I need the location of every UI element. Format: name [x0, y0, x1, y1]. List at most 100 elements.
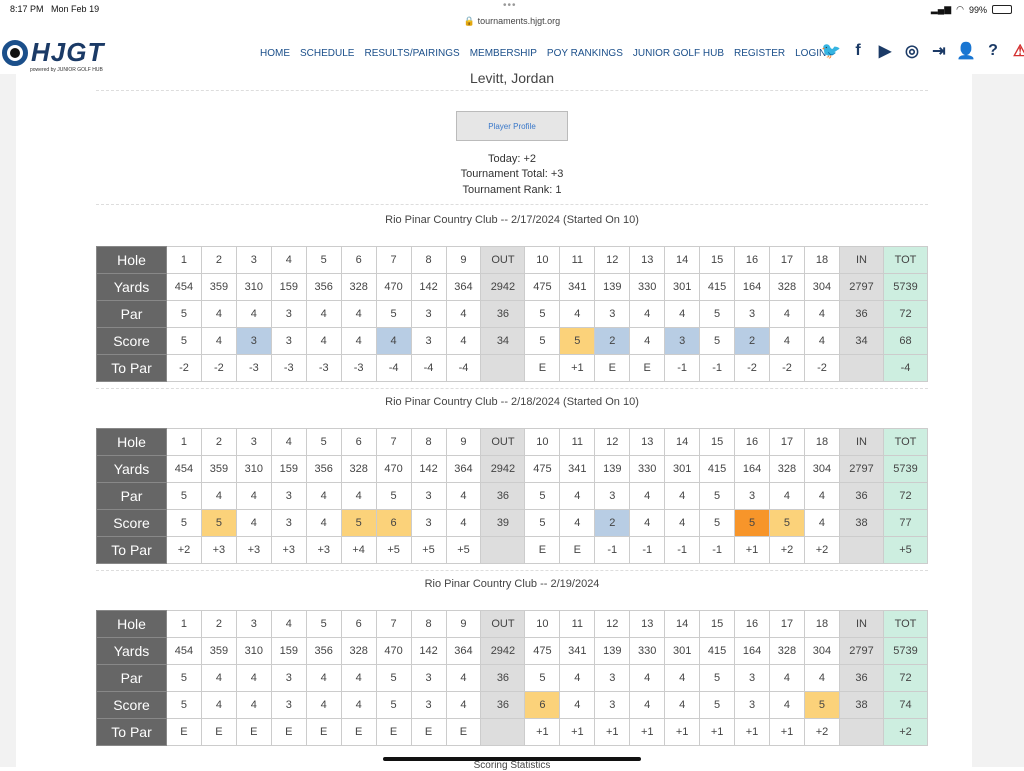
score-cell: 328: [340, 455, 377, 483]
add-user-icon[interactable]: 👤: [956, 43, 976, 60]
nav-item-home[interactable]: HOME: [260, 48, 290, 59]
score-cell: 74: [883, 691, 928, 719]
score-cell: 10: [524, 246, 561, 274]
scorecard-table: Hole 1 2 3 4 5 6 7 8 9 OUT 10 11 12 13 14 15 16 17 18 IN TOT Y…: [96, 246, 928, 382]
nav-item-login[interactable]: LOGIN: [795, 48, 827, 59]
score-cell: 159: [270, 455, 307, 483]
nav-item-schedule[interactable]: SCHEDULE: [300, 48, 355, 59]
instagram-icon[interactable]: ◎: [905, 43, 919, 60]
score-cell: -4: [375, 354, 412, 382]
score-cell: 6: [340, 246, 377, 274]
score-cell: 4: [664, 664, 701, 692]
row-label: Par: [96, 482, 167, 510]
home-indicator[interactable]: [383, 757, 641, 761]
twitter-icon[interactable]: 🐦: [821, 43, 841, 60]
score-cell: IN: [839, 246, 884, 274]
player-profile-button[interactable]: Player Profile: [456, 111, 568, 141]
help-icon[interactable]: ?: [988, 42, 998, 59]
score-cell: 3: [270, 327, 307, 355]
score-cell: 16: [734, 246, 770, 274]
score-cell: 4: [664, 509, 701, 537]
score-cell: E: [594, 354, 631, 382]
youtube-icon[interactable]: ▶: [878, 43, 892, 60]
login-icon[interactable]: ⇥: [932, 43, 946, 60]
score-cell: 5: [166, 300, 202, 328]
score-cell: -1: [664, 354, 701, 382]
score-cell: +1: [629, 718, 666, 746]
score-cell: 356: [305, 273, 342, 301]
score-cell: 3: [235, 327, 272, 355]
score-cell: 7: [375, 428, 412, 456]
score-cell: 454: [166, 455, 202, 483]
score-cell: 36: [480, 482, 526, 510]
scorecard-row-hole: Hole 1 2 3 4 5 6 7 8 9 OUT 10 11 12 13 14 15 16 17 18 IN TOT: [96, 610, 928, 638]
score-cell: 3: [734, 664, 770, 692]
score-cell: 4: [559, 300, 596, 328]
score-cell: 4: [445, 327, 482, 355]
score-cell: E: [270, 718, 307, 746]
score-cell: OUT: [480, 610, 526, 638]
score-cell: 11: [559, 428, 596, 456]
score-cell: 18: [803, 246, 841, 274]
score-cell: 5: [524, 509, 561, 537]
tab-dots-icon[interactable]: •••: [503, 0, 517, 11]
score-cell: TOT: [883, 246, 928, 274]
score-cell: -3: [340, 354, 377, 382]
score-cell: -3: [235, 354, 272, 382]
score-cell: 2942: [480, 273, 526, 301]
score-cell: +1: [734, 718, 770, 746]
score-cell: 17: [769, 610, 805, 638]
score-cell: 5: [524, 327, 561, 355]
score-cell: 4: [235, 691, 272, 719]
score-cell: 415: [699, 455, 736, 483]
score-cell: 17: [769, 428, 805, 456]
score-cell: +1: [734, 536, 770, 564]
score-cell: 14: [664, 246, 701, 274]
status-right: ▂▄▆ ◠ 99%: [931, 4, 1012, 15]
social-links: 🐦 f ▶ ◎ ⇥ 👤 ? ⚠: [821, 42, 1024, 60]
nav-item-poy-rankings[interactable]: POY RANKINGS: [546, 48, 623, 59]
score-cell: 3: [410, 691, 447, 719]
score-cell: 18: [803, 428, 841, 456]
score-cell: 3: [235, 610, 272, 638]
scorecard-row-hole: Hole 1 2 3 4 5 6 7 8 9 OUT 10 11 12 13 14 15 16 17 18 IN TOT: [96, 428, 928, 456]
score-cell: 356: [305, 455, 342, 483]
scorecard-row-score: Score 5 4 3 3 4 4 4 3 4 34 5 5 2 4 3 5 2 4 4 34 68: [96, 327, 928, 355]
score-cell: 3: [410, 482, 447, 510]
nav-item-junior-golf-hub[interactable]: JUNIOR GOLF HUB: [632, 48, 724, 59]
score-cell: 18: [803, 610, 841, 638]
score-cell: 72: [883, 482, 928, 510]
score-cell: 310: [235, 455, 272, 483]
score-cell: 12: [594, 246, 631, 274]
score-cell: 5: [305, 428, 342, 456]
score-cell: 5: [166, 482, 202, 510]
score-cell: +1: [769, 718, 805, 746]
score-cell: 4: [445, 509, 482, 537]
score-cell: 5: [305, 246, 342, 274]
score-cell: 8: [410, 246, 447, 274]
score-cell: 5: [375, 300, 412, 328]
score-cell: -2: [803, 354, 841, 382]
score-cell: 4: [305, 300, 342, 328]
score-cell: +1: [699, 718, 736, 746]
right-gutter: [972, 74, 1024, 767]
score-cell: 415: [699, 637, 736, 665]
score-cell: 3: [235, 246, 272, 274]
score-cell: 7: [375, 610, 412, 638]
nav-item-membership[interactable]: MEMBERSHIP: [469, 48, 537, 59]
score-cell: 454: [166, 637, 202, 665]
facebook-icon[interactable]: f: [855, 42, 861, 59]
stat-total: Tournament Total: +3: [460, 168, 564, 180]
score-cell: 5739: [883, 273, 928, 301]
score-cell: 13: [629, 246, 666, 274]
url-bar[interactable]: 🔒 tournaments.hjgt.org: [463, 16, 561, 26]
score-cell: E: [166, 718, 202, 746]
nav-item-results-pairings[interactable]: RESULTS/PAIRINGS: [364, 48, 460, 59]
score-cell: 4: [559, 664, 596, 692]
nav-item-register[interactable]: REGISTER: [734, 48, 786, 59]
alert-icon[interactable]: ⚠: [1012, 43, 1024, 60]
score-cell: 5: [699, 509, 736, 537]
hjgt-logo[interactable]: HJGT: [2, 37, 104, 68]
score-cell: 5: [699, 664, 736, 692]
score-cell: [480, 718, 526, 746]
